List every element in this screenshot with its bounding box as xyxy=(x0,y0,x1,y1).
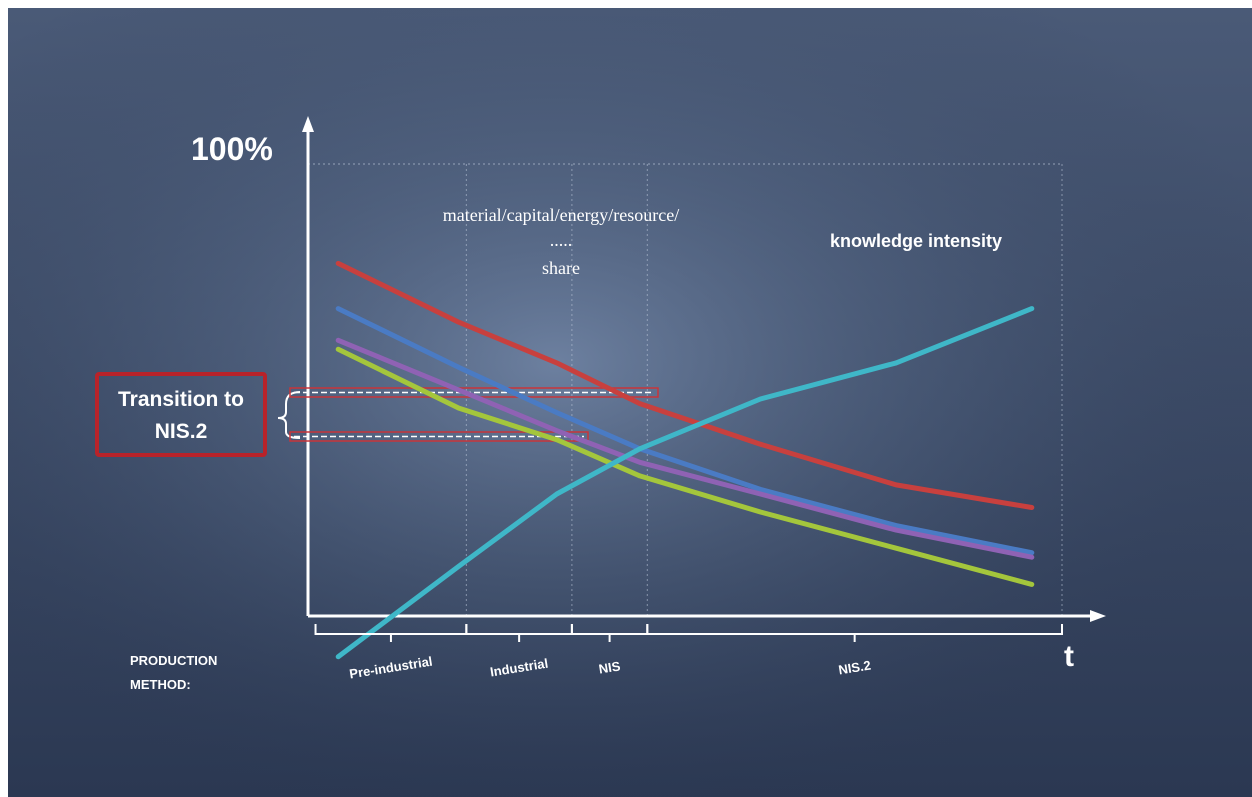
transition-label-line1: Transition to xyxy=(118,388,244,411)
chart: 100% t Transition to NIS.2 material/capi… xyxy=(8,8,1252,797)
transition-bracket xyxy=(277,391,301,439)
share-annotation-line2: ..... xyxy=(550,230,573,250)
x-axis-label: t xyxy=(1064,640,1074,673)
series-line-5 xyxy=(335,306,1035,660)
y-axis-arrow xyxy=(302,116,314,132)
chart-background-glow xyxy=(8,8,1252,797)
phase-label: NIS.2 xyxy=(837,658,871,678)
production-method-label-line1: PRODUCTION xyxy=(130,653,217,668)
series-layer xyxy=(335,260,1035,660)
phase-bracket xyxy=(646,624,1063,642)
chart-canvas: 100% t Transition to NIS.2 material/capi… xyxy=(8,8,1252,797)
phase-guides xyxy=(308,163,1063,616)
transition-box xyxy=(95,372,267,457)
series-line-1 xyxy=(335,260,1035,510)
series-line-4 xyxy=(335,346,1035,587)
share-annotation-line3: share xyxy=(542,258,580,278)
production-method-label-line2: METHOD: xyxy=(130,677,191,692)
share-annotation-line1: material/capital/energy/resource/ xyxy=(443,205,680,225)
knowledge-intensity-label: knowledge intensity xyxy=(830,231,1002,251)
y-top-label: 100% xyxy=(191,131,273,167)
x-axis-arrow xyxy=(1090,610,1106,622)
transition-marker-lower xyxy=(289,431,589,442)
series-line-3 xyxy=(335,337,1035,560)
transition-label-line2: NIS.2 xyxy=(155,420,208,443)
phase-label: NIS xyxy=(598,658,622,676)
